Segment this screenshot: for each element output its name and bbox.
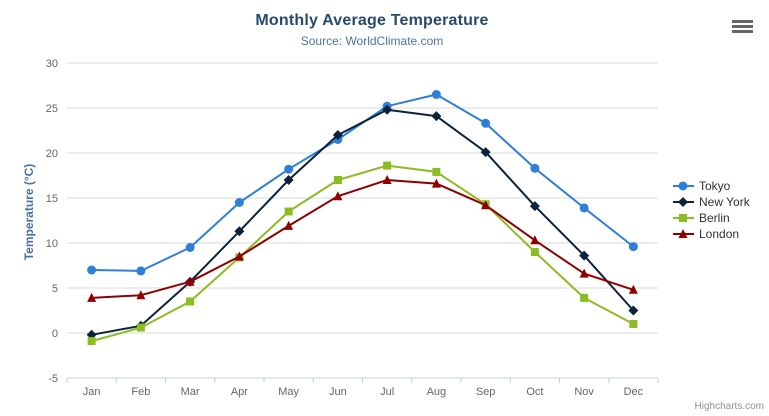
x-axis-label: Feb bbox=[131, 386, 150, 398]
legend-marker-glyph bbox=[679, 214, 687, 222]
point-tokyo-Jan[interactable] bbox=[87, 265, 97, 275]
point-berlin-Oct[interactable] bbox=[530, 248, 539, 256]
series-line-new-york[interactable] bbox=[90, 108, 635, 336]
legend-circle-marker-icon bbox=[673, 181, 694, 191]
y-axis-label: 10 bbox=[46, 238, 58, 250]
point-new-york-May[interactable] bbox=[283, 175, 294, 185]
series-london bbox=[87, 175, 638, 302]
legend-item-berlin[interactable]: Berlin bbox=[673, 210, 750, 226]
point-new-york-Nov[interactable] bbox=[579, 250, 590, 261]
series-line-tokyo[interactable] bbox=[90, 93, 635, 272]
hamburger-icon bbox=[732, 20, 753, 23]
point-berlin-Aug[interactable] bbox=[432, 167, 441, 176]
x-axis-label: Jun bbox=[329, 386, 347, 398]
y-axis-label: 25 bbox=[46, 103, 58, 115]
point-berlin-Mar[interactable] bbox=[186, 297, 195, 306]
legend: Tokyo New York Berlin London bbox=[673, 178, 750, 242]
point-tokyo-Mar[interactable] bbox=[185, 243, 195, 252]
legend-label: New York bbox=[699, 195, 750, 209]
legend-square-marker-icon bbox=[673, 214, 694, 222]
legend-label: London bbox=[699, 227, 740, 241]
point-london-Sep[interactable] bbox=[481, 200, 491, 210]
point-new-york-Jul[interactable] bbox=[382, 104, 393, 115]
x-axis-label: Nov bbox=[574, 386, 594, 398]
point-tokyo-Apr[interactable] bbox=[234, 198, 244, 207]
legend-item-new-york[interactable]: New York bbox=[673, 194, 750, 210]
point-london-Aug[interactable] bbox=[431, 178, 441, 188]
series-line-london[interactable] bbox=[90, 179, 635, 299]
point-new-york-Jun[interactable] bbox=[332, 130, 343, 140]
point-london-Jan[interactable] bbox=[87, 292, 97, 302]
y-axis-label: 0 bbox=[52, 328, 58, 340]
y-axis-label: 30 bbox=[46, 58, 58, 70]
point-berlin-Jun[interactable] bbox=[333, 176, 342, 184]
legend-marker-glyph bbox=[678, 197, 688, 207]
point-tokyo-Oct[interactable] bbox=[530, 163, 540, 173]
point-new-york-Apr[interactable] bbox=[234, 226, 245, 237]
legend-diamond-marker-icon bbox=[673, 197, 694, 207]
hamburger-icon bbox=[732, 30, 753, 33]
point-new-york-Aug[interactable] bbox=[431, 111, 442, 122]
point-london-Nov[interactable] bbox=[579, 268, 589, 278]
legend-marker-glyph bbox=[678, 229, 688, 238]
x-axis-label: Jul bbox=[380, 386, 394, 398]
chart-title: Monthly Average Temperature bbox=[255, 12, 489, 29]
legend-label: Berlin bbox=[699, 211, 730, 225]
x-axis-label: Oct bbox=[526, 386, 543, 398]
point-tokyo-Feb[interactable] bbox=[136, 266, 146, 276]
x-axis-label: Mar bbox=[181, 386, 200, 398]
point-berlin-Jul[interactable] bbox=[383, 161, 392, 170]
point-berlin-Jan[interactable] bbox=[87, 337, 96, 346]
legend-triangle-marker-icon bbox=[673, 229, 694, 238]
point-london-Mar[interactable] bbox=[185, 276, 195, 286]
x-axis-label: Dec bbox=[624, 386, 644, 398]
y-axis-label: -5 bbox=[48, 373, 58, 385]
legend-item-london[interactable]: London bbox=[673, 226, 750, 242]
series-tokyo bbox=[87, 90, 638, 276]
point-london-Jun[interactable] bbox=[333, 191, 343, 201]
legend-label: Tokyo bbox=[699, 179, 731, 193]
legend-item-tokyo[interactable]: Tokyo bbox=[673, 178, 750, 194]
chart-subtitle: Source: WorldClimate.com bbox=[300, 34, 444, 48]
series-line-berlin[interactable] bbox=[90, 164, 635, 343]
point-london-May[interactable] bbox=[284, 220, 294, 230]
y-axis-label: 20 bbox=[46, 148, 58, 160]
point-berlin-May[interactable] bbox=[284, 207, 293, 216]
export-context-menu-button[interactable] bbox=[732, 20, 754, 34]
point-london-Dec[interactable] bbox=[628, 284, 638, 294]
point-london-Oct[interactable] bbox=[530, 235, 540, 245]
point-tokyo-Nov[interactable] bbox=[579, 203, 589, 213]
point-berlin-Nov[interactable] bbox=[580, 293, 589, 302]
point-new-york-Sep[interactable] bbox=[480, 147, 491, 158]
series-new-york bbox=[86, 104, 639, 340]
y-axis-label: 5 bbox=[52, 283, 58, 295]
y-axis-title: Temperature (°C) bbox=[22, 163, 36, 261]
x-axis-label: Jan bbox=[83, 386, 101, 398]
point-new-york-Dec[interactable] bbox=[628, 305, 639, 316]
highcharts-credit-link[interactable]: Highcharts.com bbox=[694, 401, 764, 412]
point-tokyo-Aug[interactable] bbox=[431, 90, 441, 99]
x-axis-label: Aug bbox=[427, 386, 447, 398]
point-berlin-Dec[interactable] bbox=[629, 320, 638, 328]
x-axis-label: Sep bbox=[476, 386, 496, 398]
point-london-Apr[interactable] bbox=[234, 251, 244, 261]
point-tokyo-Dec[interactable] bbox=[628, 242, 638, 252]
legend-marker-glyph bbox=[678, 181, 688, 191]
point-london-Feb[interactable] bbox=[136, 290, 146, 300]
point-berlin-Feb[interactable] bbox=[136, 323, 145, 332]
y-axis-label: 15 bbox=[46, 193, 58, 205]
x-axis-label: May bbox=[278, 386, 299, 398]
hamburger-icon bbox=[732, 25, 753, 28]
point-new-york-Oct[interactable] bbox=[529, 201, 540, 212]
point-tokyo-Sep[interactable] bbox=[481, 118, 491, 128]
point-london-Jul[interactable] bbox=[382, 175, 392, 184]
point-tokyo-May[interactable] bbox=[284, 164, 294, 174]
x-axis-label: Apr bbox=[231, 386, 248, 398]
